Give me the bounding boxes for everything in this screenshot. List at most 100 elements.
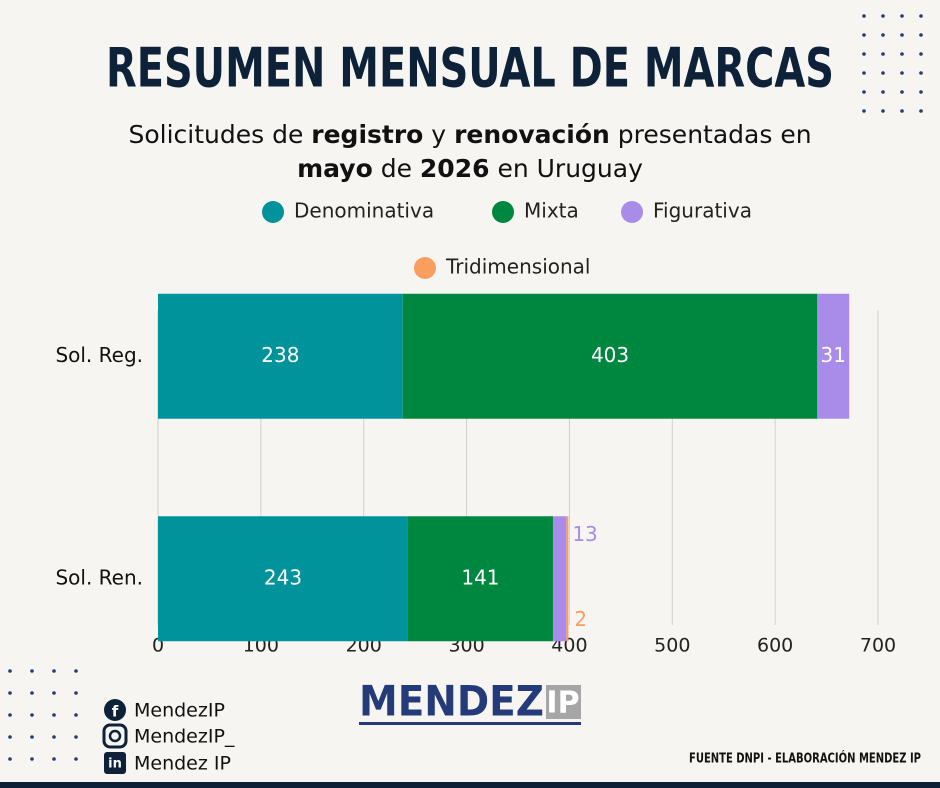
legend-label: Figurativa <box>653 199 752 223</box>
x-tick-label: 600 <box>757 635 793 657</box>
dot <box>74 691 78 695</box>
icon-glyph: f <box>112 703 119 721</box>
bar-segment <box>817 293 850 419</box>
dot <box>919 109 923 113</box>
legend: Denominativa Mixta Figurativa Tridimensiona… <box>262 199 752 279</box>
dot <box>881 109 885 113</box>
logo-underline <box>359 722 581 725</box>
dot <box>900 71 904 75</box>
subtitle-part: renovación <box>454 120 610 149</box>
social-handle: MendezIP <box>134 700 225 722</box>
subtitle-part: de <box>373 154 420 183</box>
dot <box>881 52 885 56</box>
dot <box>30 691 34 695</box>
dot <box>30 669 34 673</box>
dot <box>900 90 904 94</box>
dot <box>881 71 885 75</box>
logo-box <box>546 685 581 719</box>
bar-segment <box>158 293 403 419</box>
dot <box>52 735 56 739</box>
dot <box>862 14 866 18</box>
instagram-icon <box>108 729 122 743</box>
bar-segment <box>552 516 567 642</box>
subtitle-part: Solicitudes de <box>128 120 311 149</box>
logo-text: IP <box>546 686 579 721</box>
dot <box>52 669 56 673</box>
dot <box>900 33 904 37</box>
legend-swatch <box>414 257 436 279</box>
dot <box>862 52 866 56</box>
x-tick-label: 500 <box>654 635 690 657</box>
social-handle: MendezIP_ <box>134 726 235 748</box>
dot <box>30 713 34 717</box>
instagram-icon <box>102 723 128 749</box>
dot <box>919 52 923 56</box>
icon-glyph: in <box>108 757 122 772</box>
subtitle-line: mayo de 2026 en Uruguay <box>297 154 643 183</box>
dot <box>8 757 12 761</box>
value-label: 13 <box>572 522 597 546</box>
legend-swatch <box>621 201 643 223</box>
linkedin-icon <box>104 752 126 774</box>
dot <box>74 757 78 761</box>
dot <box>919 90 923 94</box>
y-tick-label: Sol. Reg. <box>55 343 143 367</box>
dot <box>881 90 885 94</box>
legend-label: Tridimensional <box>445 255 590 279</box>
dot <box>900 14 904 18</box>
bar-segment <box>407 516 553 642</box>
dot <box>8 735 12 739</box>
subtitle-part: 2026 <box>420 154 490 183</box>
dot <box>900 109 904 113</box>
dot <box>8 669 12 673</box>
dot <box>30 735 34 739</box>
value-label: 403 <box>591 343 629 367</box>
dot <box>862 90 866 94</box>
legend-label: Denominativa <box>294 199 434 223</box>
value-label: 31 <box>821 343 846 367</box>
social-handle: Mendez IP <box>134 753 231 775</box>
dot <box>919 14 923 18</box>
dot <box>52 713 56 717</box>
facebook-icon <box>104 699 126 721</box>
subtitle-part: registro <box>311 120 423 149</box>
decoration <box>8 14 923 761</box>
value-label: 141 <box>461 565 499 589</box>
dot <box>862 71 866 75</box>
subtitle: Solicitudes de registro y renovación pre… <box>128 120 811 183</box>
bottom-bar <box>0 782 940 788</box>
legend-swatch <box>492 201 514 223</box>
subtitle-part: presentadas en <box>610 120 812 149</box>
x-tick-label: 700 <box>860 635 896 657</box>
value-label: 238 <box>261 343 299 367</box>
dot <box>919 71 923 75</box>
dot <box>30 757 34 761</box>
legend-swatch <box>262 201 284 223</box>
dot <box>52 757 56 761</box>
dot <box>8 713 12 717</box>
dot <box>74 735 78 739</box>
dot <box>8 691 12 695</box>
dot <box>74 713 78 717</box>
dot <box>900 52 904 56</box>
value-label: 243 <box>264 565 302 589</box>
dot <box>862 109 866 113</box>
bar-segment <box>566 516 569 642</box>
subtitle-part: y <box>423 120 454 149</box>
value-label: 2 <box>574 607 587 631</box>
subtitle-line: Solicitudes de registro y renovación pre… <box>128 120 811 149</box>
source: FUENTE DNPI - ELABORACIÓN MENDEZ IP <box>689 751 921 767</box>
dot <box>919 33 923 37</box>
y-tick-label: Sol. Ren. <box>55 565 143 589</box>
bar-segment <box>402 293 818 419</box>
dot <box>881 33 885 37</box>
dot <box>52 691 56 695</box>
dot <box>862 33 866 37</box>
dot <box>881 14 885 18</box>
subtitle-part: mayo <box>297 154 373 183</box>
bar-segment <box>158 516 408 642</box>
subtitle-part: en Uruguay <box>490 154 644 183</box>
social: f in MendezIP MendezIP_ Mendez IP <box>102 699 235 775</box>
